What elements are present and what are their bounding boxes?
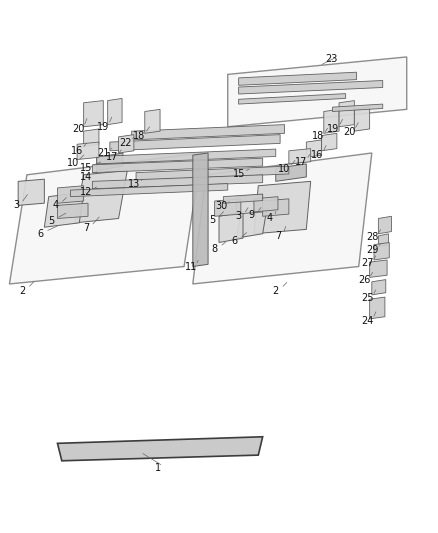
Text: 3: 3 xyxy=(13,200,19,211)
Text: 3: 3 xyxy=(236,211,242,221)
Polygon shape xyxy=(84,129,99,147)
Polygon shape xyxy=(378,234,389,247)
Text: 1: 1 xyxy=(155,463,161,473)
Polygon shape xyxy=(239,80,383,94)
Text: 18: 18 xyxy=(134,131,146,141)
Polygon shape xyxy=(239,94,346,104)
Text: 30: 30 xyxy=(215,201,227,211)
Text: 23: 23 xyxy=(325,54,338,64)
Text: 4: 4 xyxy=(266,214,272,223)
Text: 10: 10 xyxy=(279,164,291,174)
Polygon shape xyxy=(110,135,280,151)
Text: 18: 18 xyxy=(312,132,325,141)
Polygon shape xyxy=(97,149,276,164)
Polygon shape xyxy=(57,203,88,219)
Text: 28: 28 xyxy=(367,232,379,242)
Text: 10: 10 xyxy=(67,158,79,168)
Polygon shape xyxy=(370,297,385,319)
Polygon shape xyxy=(77,142,99,159)
Polygon shape xyxy=(354,107,370,131)
Text: 5: 5 xyxy=(209,215,215,225)
Polygon shape xyxy=(119,135,134,153)
Text: 6: 6 xyxy=(37,229,43,239)
Text: 16: 16 xyxy=(71,146,83,156)
Text: 6: 6 xyxy=(231,236,237,246)
Polygon shape xyxy=(18,179,44,205)
Text: 7: 7 xyxy=(275,231,281,241)
Polygon shape xyxy=(108,99,122,125)
Polygon shape xyxy=(339,101,354,127)
Polygon shape xyxy=(237,207,267,238)
Polygon shape xyxy=(239,72,357,85)
Text: 16: 16 xyxy=(311,150,323,160)
Polygon shape xyxy=(374,243,389,260)
Text: 11: 11 xyxy=(184,262,197,272)
Polygon shape xyxy=(75,171,127,223)
Polygon shape xyxy=(370,260,387,277)
Polygon shape xyxy=(193,153,372,284)
Text: 8: 8 xyxy=(212,244,218,254)
Text: 24: 24 xyxy=(361,316,374,326)
Polygon shape xyxy=(84,101,103,127)
Polygon shape xyxy=(237,195,263,214)
Polygon shape xyxy=(57,185,84,203)
Polygon shape xyxy=(44,192,84,227)
Text: 15: 15 xyxy=(233,169,245,179)
Text: 19: 19 xyxy=(97,122,110,132)
Text: 5: 5 xyxy=(48,216,54,225)
Polygon shape xyxy=(57,437,263,461)
Polygon shape xyxy=(145,109,160,133)
Text: 20: 20 xyxy=(343,127,355,137)
Polygon shape xyxy=(223,194,263,203)
Polygon shape xyxy=(254,181,311,234)
Text: 21: 21 xyxy=(97,148,110,158)
Polygon shape xyxy=(332,104,383,111)
Polygon shape xyxy=(306,140,321,157)
Text: 4: 4 xyxy=(52,200,58,211)
Text: 7: 7 xyxy=(83,223,89,233)
Polygon shape xyxy=(289,149,311,164)
Polygon shape xyxy=(254,197,278,212)
Text: 17: 17 xyxy=(106,152,118,163)
Polygon shape xyxy=(378,216,392,234)
Polygon shape xyxy=(321,133,337,151)
Polygon shape xyxy=(324,109,339,133)
Text: 2: 2 xyxy=(19,286,26,295)
Polygon shape xyxy=(215,199,241,216)
Polygon shape xyxy=(219,212,243,243)
Polygon shape xyxy=(372,280,386,295)
Text: 20: 20 xyxy=(72,124,85,134)
Text: 12: 12 xyxy=(80,187,92,197)
Text: 9: 9 xyxy=(249,210,255,220)
Text: 14: 14 xyxy=(80,172,92,182)
Text: 13: 13 xyxy=(128,180,140,189)
Text: 25: 25 xyxy=(361,293,374,303)
Text: 15: 15 xyxy=(80,163,92,173)
Polygon shape xyxy=(92,175,263,189)
Polygon shape xyxy=(97,153,123,171)
Polygon shape xyxy=(92,158,263,173)
Polygon shape xyxy=(193,153,208,266)
Text: 26: 26 xyxy=(358,276,370,286)
Polygon shape xyxy=(228,57,407,127)
Text: 17: 17 xyxy=(295,157,307,167)
Text: 22: 22 xyxy=(119,138,131,148)
Text: 2: 2 xyxy=(272,286,279,295)
Text: 19: 19 xyxy=(327,124,339,134)
Polygon shape xyxy=(276,164,306,181)
Polygon shape xyxy=(132,125,285,140)
Text: 29: 29 xyxy=(367,245,379,255)
Polygon shape xyxy=(71,183,228,197)
Polygon shape xyxy=(136,166,289,181)
Polygon shape xyxy=(10,153,201,284)
Text: 27: 27 xyxy=(361,259,374,269)
Polygon shape xyxy=(263,199,289,216)
